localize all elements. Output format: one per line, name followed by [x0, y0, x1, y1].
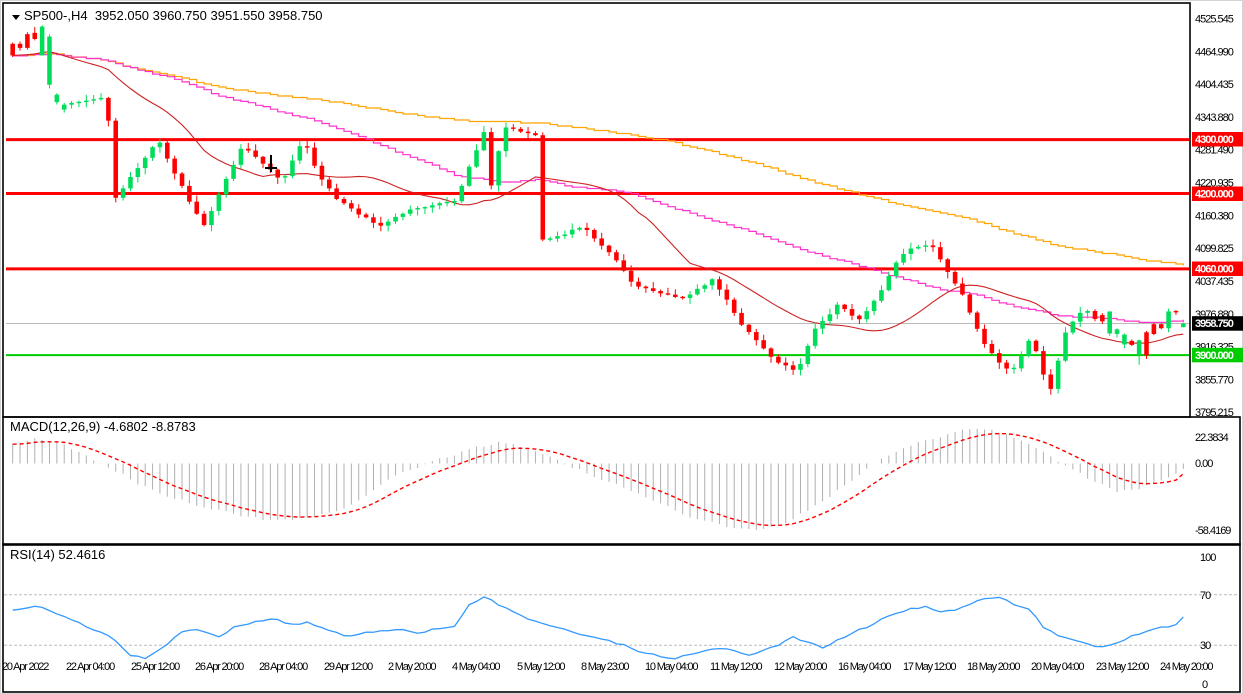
svg-text:4037.435: 4037.435	[1195, 276, 1234, 288]
svg-text:20 May 04:00: 20 May 04:00	[1031, 661, 1084, 673]
svg-text:12 May 20:00: 12 May 20:00	[774, 661, 827, 673]
svg-text:23 May 12:00: 23 May 12:00	[1096, 661, 1149, 673]
svg-text:4525.545: 4525.545	[1195, 14, 1234, 26]
svg-text:3795.215: 3795.215	[1195, 407, 1234, 419]
svg-text:0.00: 0.00	[1195, 458, 1213, 470]
svg-text:4 May 04:00: 4 May 04:00	[452, 661, 500, 673]
svg-text:2 May 20:00: 2 May 20:00	[388, 661, 436, 673]
svg-text:3958.750: 3958.750	[1195, 318, 1234, 330]
svg-text:MACD(12,26,9) -4.6802 -8.8783: MACD(12,26,9) -4.6802 -8.8783	[10, 419, 196, 434]
svg-text:-58.4169: -58.4169	[1195, 525, 1231, 537]
svg-text:30: 30	[1200, 640, 1211, 652]
svg-text:16 May 04:00: 16 May 04:00	[838, 661, 891, 673]
svg-text:3900.000: 3900.000	[1195, 350, 1234, 362]
svg-text:4404.435: 4404.435	[1195, 79, 1234, 91]
svg-text:0: 0	[1202, 679, 1208, 691]
svg-text:100: 100	[1200, 552, 1216, 564]
svg-text:4060.000: 4060.000	[1195, 264, 1234, 276]
svg-text:4099.825: 4099.825	[1195, 243, 1234, 255]
svg-text:3855.770: 3855.770	[1195, 374, 1234, 386]
svg-text:26 Apr 20:00: 26 Apr 20:00	[195, 661, 244, 673]
svg-text:4160.380: 4160.380	[1195, 210, 1234, 222]
svg-text:11 May 12:00: 11 May 12:00	[710, 661, 763, 673]
svg-text:70: 70	[1200, 590, 1211, 602]
svg-text:RSI(14) 52.4616: RSI(14) 52.4616	[10, 547, 105, 562]
svg-text:17 May 12:00: 17 May 12:00	[903, 661, 956, 673]
svg-text:22 Apr 04:00: 22 Apr 04:00	[66, 661, 115, 673]
svg-text:24 May 20:00: 24 May 20:00	[1160, 661, 1213, 673]
svg-text:22.3834: 22.3834	[1195, 432, 1229, 444]
svg-text:28 Apr 04:00: 28 Apr 04:00	[259, 661, 308, 673]
svg-text:25 Apr 12:00: 25 Apr 12:00	[131, 661, 180, 673]
svg-text:4300.000: 4300.000	[1195, 134, 1234, 146]
svg-text:20 Apr 2022: 20 Apr 2022	[2, 661, 49, 673]
svg-text:4464.990: 4464.990	[1195, 46, 1234, 58]
svg-text:4200.000: 4200.000	[1195, 189, 1234, 201]
svg-text:10 May 04:00: 10 May 04:00	[645, 661, 698, 673]
svg-text:18 May 20:00: 18 May 20:00	[967, 661, 1020, 673]
svg-text:8 May 23:00: 8 May 23:00	[581, 661, 629, 673]
svg-text:4343.880: 4343.880	[1195, 112, 1234, 124]
svg-text:29 Apr 12:00: 29 Apr 12:00	[324, 661, 373, 673]
svg-text:5 May 12:00: 5 May 12:00	[517, 661, 565, 673]
svg-text:SP500-,H4 3952.050 3960.750 3: SP500-,H4 3952.050 3960.750 3951.550 395…	[24, 8, 323, 23]
